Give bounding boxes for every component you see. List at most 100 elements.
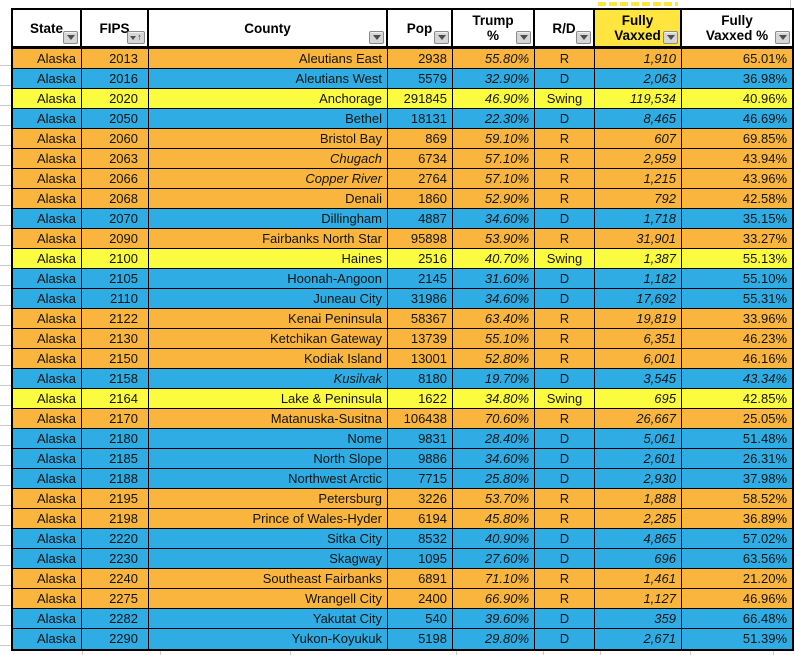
- cell-fully-vaxxed[interactable]: 6,351: [595, 329, 682, 348]
- cell-fips[interactable]: 2020: [82, 89, 149, 108]
- cell-trump-pct[interactable]: 39.60%: [453, 609, 535, 628]
- cell-state[interactable]: Alaska: [13, 569, 82, 588]
- cell-county[interactable]: Lake & Peninsula: [149, 389, 388, 408]
- cell-rd[interactable]: R: [535, 589, 595, 608]
- cell-pop[interactable]: 6891: [388, 569, 453, 588]
- cell-fully-vaxxed-pct[interactable]: 37.98%: [682, 469, 792, 488]
- cell-state[interactable]: Alaska: [13, 589, 82, 608]
- cell-state[interactable]: Alaska: [13, 449, 82, 468]
- cell-state[interactable]: Alaska: [13, 409, 82, 428]
- cell-fully-vaxxed[interactable]: 119,534: [595, 89, 682, 108]
- cell-fully-vaxxed-pct[interactable]: 46.23%: [682, 329, 792, 348]
- cell-fully-vaxxed[interactable]: 2,930: [595, 469, 682, 488]
- cell-rd[interactable]: R: [535, 569, 595, 588]
- cell-county[interactable]: Northwest Arctic: [149, 469, 388, 488]
- filter-dropdown-button[interactable]: [516, 31, 531, 44]
- cell-rd[interactable]: R: [535, 149, 595, 168]
- cell-state[interactable]: Alaska: [13, 329, 82, 348]
- cell-state[interactable]: Alaska: [13, 549, 82, 568]
- cell-fully-vaxxed-pct[interactable]: 33.96%: [682, 309, 792, 328]
- cell-fips[interactable]: 2158: [82, 369, 149, 388]
- cell-state[interactable]: Alaska: [13, 389, 82, 408]
- cell-pop[interactable]: 8532: [388, 529, 453, 548]
- cell-rd[interactable]: Swing: [535, 89, 595, 108]
- cell-rd[interactable]: D: [535, 549, 595, 568]
- cell-trump-pct[interactable]: 46.90%: [453, 89, 535, 108]
- cell-county[interactable]: Fairbanks North Star: [149, 229, 388, 248]
- cell-rd[interactable]: R: [535, 489, 595, 508]
- cell-trump-pct[interactable]: 29.80%: [453, 629, 535, 649]
- cell-rd[interactable]: R: [535, 189, 595, 208]
- cell-fully-vaxxed-pct[interactable]: 46.16%: [682, 349, 792, 368]
- cell-state[interactable]: Alaska: [13, 149, 82, 168]
- cell-rd[interactable]: Swing: [535, 389, 595, 408]
- cell-pop[interactable]: 869: [388, 129, 453, 148]
- cell-trump-pct[interactable]: 28.40%: [453, 429, 535, 448]
- cell-rd[interactable]: D: [535, 449, 595, 468]
- cell-pop[interactable]: 18131: [388, 109, 453, 128]
- cell-fully-vaxxed[interactable]: 695: [595, 389, 682, 408]
- cell-county[interactable]: Kusilvak: [149, 369, 388, 388]
- cell-state[interactable]: Alaska: [13, 349, 82, 368]
- cell-fully-vaxxed[interactable]: 607: [595, 129, 682, 148]
- cell-fully-vaxxed-pct[interactable]: 42.85%: [682, 389, 792, 408]
- column-header-rd[interactable]: R/D: [535, 10, 595, 46]
- cell-county[interactable]: Aleutians West: [149, 69, 388, 88]
- cell-fully-vaxxed[interactable]: 31,901: [595, 229, 682, 248]
- cell-trump-pct[interactable]: 27.60%: [453, 549, 535, 568]
- cell-fips[interactable]: 2016: [82, 69, 149, 88]
- cell-fully-vaxxed-pct[interactable]: 55.13%: [682, 249, 792, 268]
- cell-fully-vaxxed[interactable]: 696: [595, 549, 682, 568]
- cell-trump-pct[interactable]: 52.90%: [453, 189, 535, 208]
- cell-pop[interactable]: 8180: [388, 369, 453, 388]
- filter-dropdown-button[interactable]: [369, 31, 384, 44]
- cell-fully-vaxxed-pct[interactable]: 55.10%: [682, 269, 792, 288]
- cell-trump-pct[interactable]: 59.10%: [453, 129, 535, 148]
- column-header-fips[interactable]: FIPS ↑: [82, 10, 149, 46]
- cell-trump-pct[interactable]: 45.80%: [453, 509, 535, 528]
- cell-state[interactable]: Alaska: [13, 269, 82, 288]
- cell-trump-pct[interactable]: 52.80%: [453, 349, 535, 368]
- filter-dropdown-button[interactable]: [576, 31, 591, 44]
- cell-fips[interactable]: 2050: [82, 109, 149, 128]
- cell-rd[interactable]: D: [535, 109, 595, 128]
- cell-state[interactable]: Alaska: [13, 229, 82, 248]
- cell-pop[interactable]: 13001: [388, 349, 453, 368]
- cell-fully-vaxxed[interactable]: 2,671: [595, 629, 682, 649]
- cell-state[interactable]: Alaska: [13, 429, 82, 448]
- cell-state[interactable]: Alaska: [13, 609, 82, 628]
- cell-fully-vaxxed[interactable]: 2,601: [595, 449, 682, 468]
- cell-pop[interactable]: 58367: [388, 309, 453, 328]
- filter-dropdown-button[interactable]: [63, 31, 78, 44]
- cell-fips[interactable]: 2060: [82, 129, 149, 148]
- cell-fips[interactable]: 2220: [82, 529, 149, 548]
- cell-pop[interactable]: 31986: [388, 289, 453, 308]
- cell-rd[interactable]: D: [535, 69, 595, 88]
- cell-county[interactable]: North Slope: [149, 449, 388, 468]
- cell-fully-vaxxed[interactable]: 2,285: [595, 509, 682, 528]
- cell-county[interactable]: Southeast Fairbanks: [149, 569, 388, 588]
- cell-rd[interactable]: Swing: [535, 249, 595, 268]
- cell-fully-vaxxed[interactable]: 1,718: [595, 209, 682, 228]
- cell-county[interactable]: Haines: [149, 249, 388, 268]
- cell-fips[interactable]: 2164: [82, 389, 149, 408]
- cell-trump-pct[interactable]: 31.60%: [453, 269, 535, 288]
- cell-state[interactable]: Alaska: [13, 69, 82, 88]
- cell-trump-pct[interactable]: 57.10%: [453, 169, 535, 188]
- cell-pop[interactable]: 2938: [388, 49, 453, 68]
- cell-trump-pct[interactable]: 63.40%: [453, 309, 535, 328]
- cell-trump-pct[interactable]: 19.70%: [453, 369, 535, 388]
- cell-fully-vaxxed-pct[interactable]: 36.89%: [682, 509, 792, 528]
- cell-county[interactable]: Chugach: [149, 149, 388, 168]
- cell-fully-vaxxed[interactable]: 1,461: [595, 569, 682, 588]
- cell-state[interactable]: Alaska: [13, 289, 82, 308]
- column-header-state[interactable]: State: [13, 10, 82, 46]
- cell-state[interactable]: Alaska: [13, 169, 82, 188]
- filter-dropdown-button[interactable]: [663, 31, 678, 44]
- cell-county[interactable]: Yakutat City: [149, 609, 388, 628]
- cell-rd[interactable]: D: [535, 629, 595, 649]
- cell-pop[interactable]: 1095: [388, 549, 453, 568]
- cell-trump-pct[interactable]: 55.10%: [453, 329, 535, 348]
- cell-state[interactable]: Alaska: [13, 509, 82, 528]
- cell-fully-vaxxed-pct[interactable]: 51.39%: [682, 629, 792, 649]
